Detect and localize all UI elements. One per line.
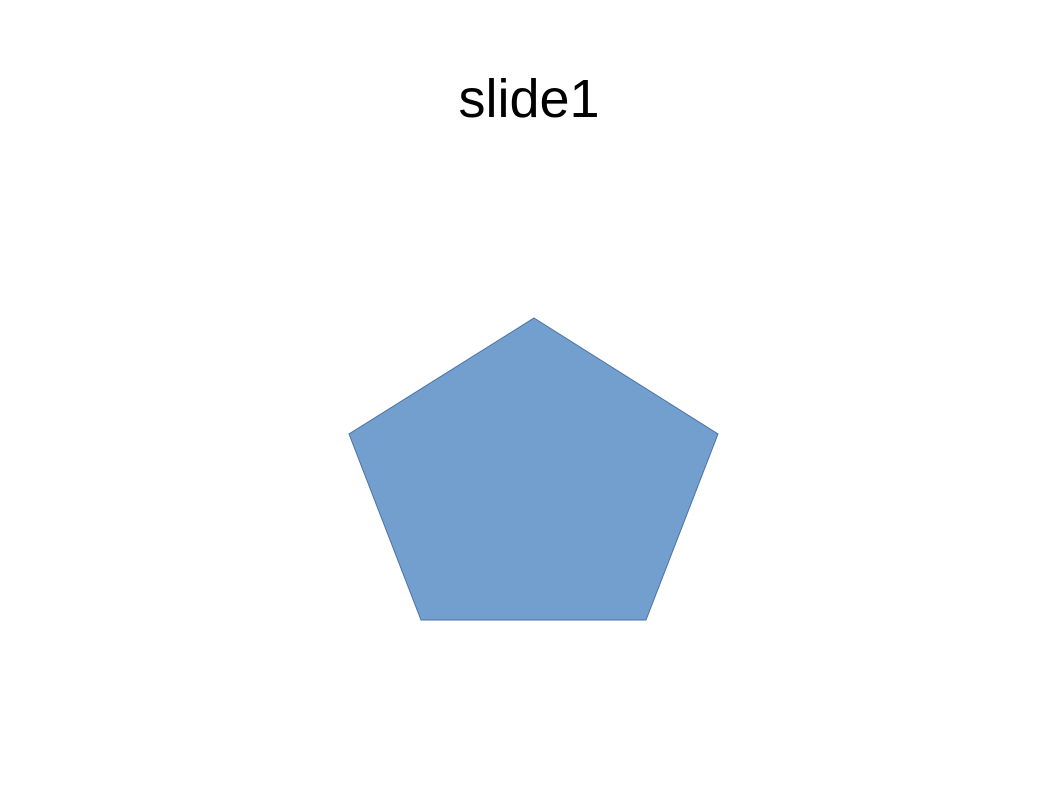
slide-title: slide1 xyxy=(458,69,600,129)
pentagon-shape[interactable] xyxy=(348,317,719,621)
